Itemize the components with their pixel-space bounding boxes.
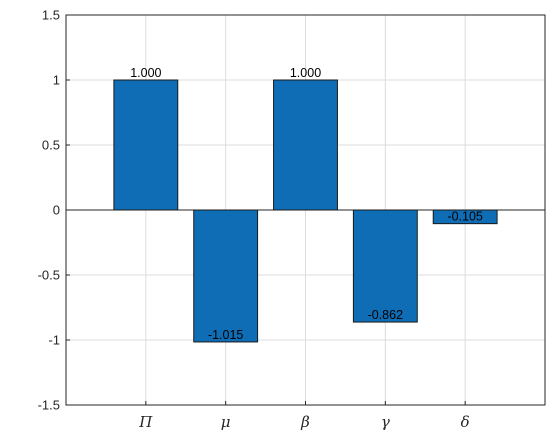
- bar-3: [273, 79, 338, 211]
- y-tick-label: -0.5: [38, 268, 60, 283]
- x-tick-label: μ: [221, 413, 231, 431]
- bar-5: [432, 209, 498, 225]
- data-label: -0.862: [368, 308, 403, 322]
- bar-1: [113, 79, 179, 211]
- data-labels: 1.000 -1.015 1.000 -0.862 -0.105: [130, 66, 483, 342]
- y-axis: -1.5 -1 -0.5 0 0.5 1 1.5: [38, 8, 70, 413]
- x-tick-label: γ: [381, 413, 390, 431]
- y-tick-label: 0: [53, 203, 60, 218]
- data-label: -1.015: [208, 328, 243, 342]
- y-tick-label: 1.5: [42, 8, 60, 23]
- data-label: 1.000: [290, 66, 321, 80]
- y-tick-label: 0.5: [42, 138, 60, 153]
- bars: [113, 79, 498, 343]
- data-label: -0.105: [447, 210, 482, 224]
- y-tick-label: 1: [53, 73, 60, 88]
- bar-2: [193, 209, 259, 343]
- data-label: 1.000: [130, 66, 161, 80]
- x-tick-label: δ: [461, 413, 470, 431]
- x-tick-label: β: [300, 413, 310, 431]
- y-tick-label: -1.5: [38, 398, 60, 413]
- bar-4: [352, 209, 418, 323]
- x-tick-label: Π: [138, 413, 153, 431]
- y-tick-label: -1: [48, 333, 60, 348]
